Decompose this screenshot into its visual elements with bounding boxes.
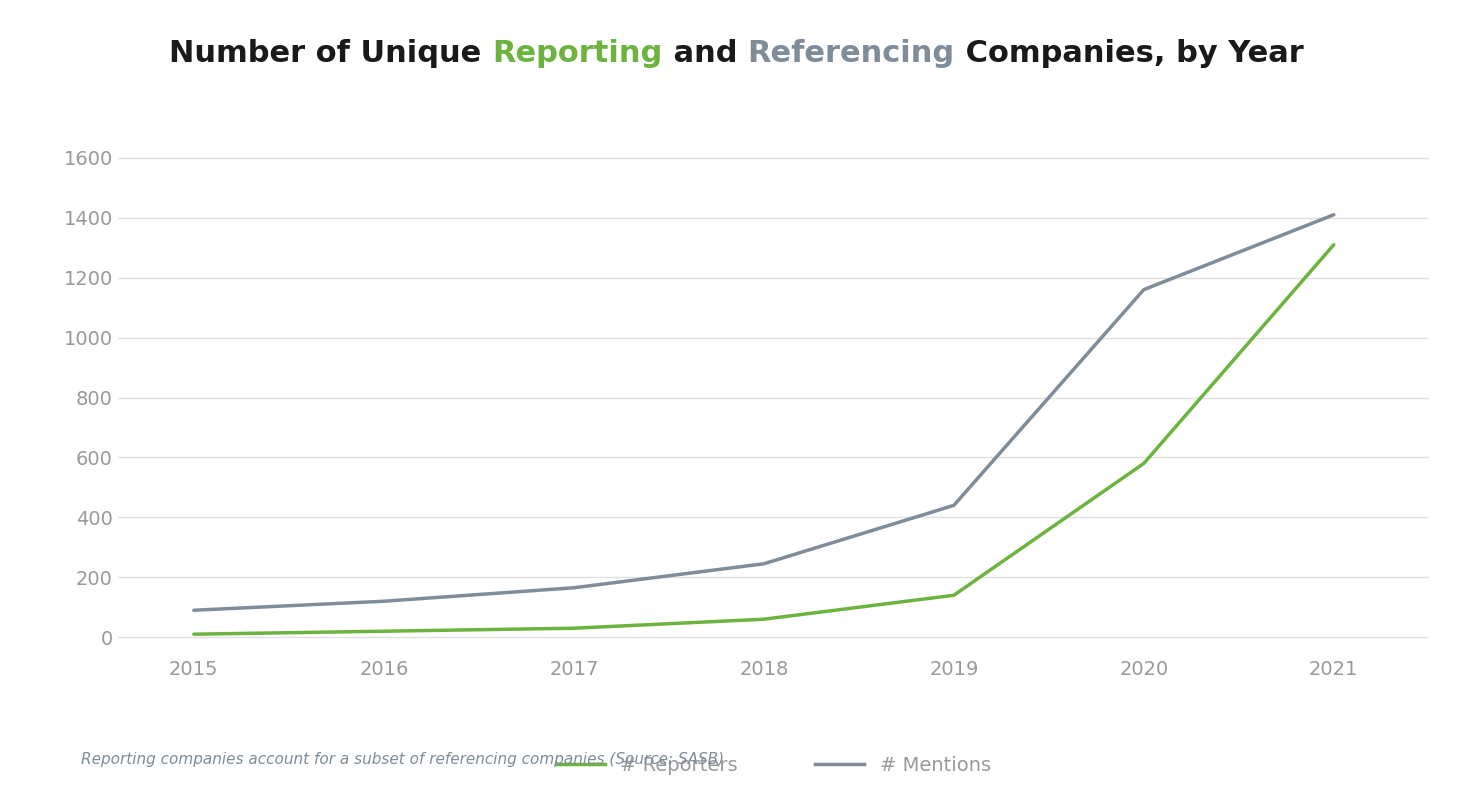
Text: and: and — [663, 39, 748, 68]
Text: Reporting companies account for a subset of referencing companies (Source: SASB): Reporting companies account for a subset… — [81, 752, 725, 767]
Text: Companies, by Year: Companies, by Year — [955, 39, 1304, 68]
Text: Number of Unique: Number of Unique — [169, 39, 492, 68]
Text: Reporting: Reporting — [492, 39, 663, 68]
Text: Referencing: Referencing — [748, 39, 955, 68]
Legend: # Reporters, # Mentions: # Reporters, # Mentions — [548, 748, 999, 782]
